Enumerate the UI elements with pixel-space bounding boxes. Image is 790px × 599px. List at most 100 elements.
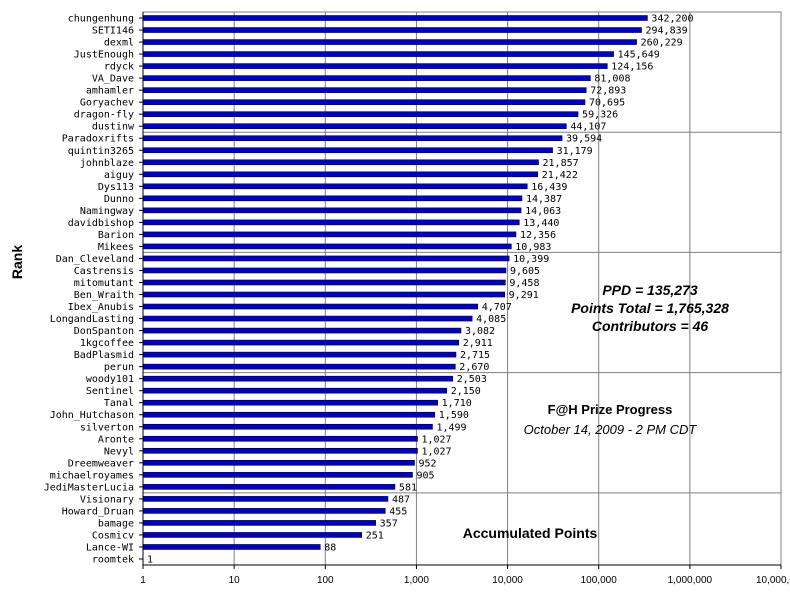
bar bbox=[142, 520, 376, 526]
value-label: 16,439 bbox=[531, 182, 567, 193]
bar bbox=[142, 411, 436, 418]
value-label: 14,387 bbox=[526, 194, 562, 205]
bar bbox=[142, 363, 456, 370]
bar bbox=[142, 351, 457, 358]
category-label: Namingway bbox=[80, 206, 134, 217]
x-axis-title: Accumulated Points bbox=[462, 525, 598, 541]
category-label: Barion bbox=[98, 230, 134, 241]
stats-annotation: PPD = 135,273 Points Total = 1,765,328 C… bbox=[545, 281, 755, 335]
value-label: 2,715 bbox=[460, 350, 490, 361]
category-label: Cosmicv bbox=[92, 530, 134, 541]
category-label: LongandLasting bbox=[50, 314, 134, 325]
contributors-text: Contributors = 46 bbox=[591, 318, 709, 334]
x-tick-label: 10 bbox=[229, 575, 241, 586]
bar bbox=[142, 219, 520, 226]
bar bbox=[142, 375, 454, 382]
value-label: 294,839 bbox=[646, 26, 688, 37]
bar bbox=[142, 279, 506, 286]
bar bbox=[142, 460, 415, 466]
category-label: johnblaze bbox=[80, 158, 134, 169]
category-label: dexml bbox=[104, 38, 134, 49]
value-label: 1,710 bbox=[442, 398, 472, 409]
category-label: Dys113 bbox=[98, 182, 134, 193]
value-label: 124,156 bbox=[611, 62, 653, 73]
bar bbox=[142, 532, 363, 538]
value-label: 342,200 bbox=[651, 14, 693, 25]
x-tick-label: 100,000 bbox=[581, 575, 618, 586]
category-label: Goryachev bbox=[80, 98, 134, 109]
bar bbox=[142, 51, 614, 57]
bar bbox=[142, 231, 517, 238]
value-label: 1,590 bbox=[439, 410, 469, 421]
category-label: Dan_Cleveland bbox=[56, 254, 134, 265]
bar bbox=[142, 27, 642, 33]
y-axis-title: Rank bbox=[9, 245, 25, 279]
value-label: 952 bbox=[418, 458, 436, 469]
bar bbox=[142, 255, 510, 262]
value-label: 12,356 bbox=[520, 230, 556, 241]
value-label: 10,399 bbox=[513, 254, 549, 265]
value-label: 260,229 bbox=[641, 38, 683, 49]
x-tick-label: 100 bbox=[317, 575, 334, 586]
value-label: 13,440 bbox=[523, 218, 559, 229]
value-label: 145,649 bbox=[618, 50, 660, 61]
category-label: VA_Dave bbox=[92, 74, 134, 85]
value-label: 905 bbox=[416, 470, 434, 481]
bar bbox=[142, 123, 567, 130]
bar bbox=[142, 99, 586, 105]
bar bbox=[142, 207, 522, 214]
category-label: aiguy bbox=[104, 170, 134, 181]
value-label: 581 bbox=[399, 482, 417, 493]
category-label: mitomutant bbox=[74, 278, 134, 289]
category-label: SETI146 bbox=[92, 26, 134, 37]
value-label: 2,911 bbox=[463, 338, 493, 349]
value-label: 2,503 bbox=[457, 374, 487, 385]
bar bbox=[142, 147, 553, 154]
x-tick-label: 1,000 bbox=[404, 575, 429, 586]
category-label: bamage bbox=[98, 518, 134, 529]
category-label: John_Hutchason bbox=[50, 410, 134, 421]
bar bbox=[142, 423, 433, 430]
bar bbox=[142, 399, 438, 406]
value-label: 2,670 bbox=[459, 362, 489, 373]
bar bbox=[142, 15, 648, 21]
bar bbox=[142, 183, 528, 190]
bar bbox=[142, 243, 512, 250]
category-label: Tanal bbox=[104, 398, 134, 409]
value-label: 44,107 bbox=[570, 122, 606, 133]
bar bbox=[142, 195, 523, 202]
value-label: 10,983 bbox=[515, 242, 551, 253]
value-label: 39,594 bbox=[566, 134, 602, 145]
category-label: Dreemweaver bbox=[68, 458, 134, 469]
value-label: 1 bbox=[147, 554, 153, 565]
category-label: Dunno bbox=[104, 194, 134, 205]
bars-layer bbox=[142, 15, 648, 550]
points-total-text: Points Total = 1,765,328 bbox=[571, 300, 729, 316]
category-label: Nevyl bbox=[104, 446, 134, 457]
category-label: JediMasterLucia bbox=[44, 482, 134, 493]
bar bbox=[142, 135, 563, 142]
category-label: rdyck bbox=[104, 62, 134, 73]
value-label: 251 bbox=[366, 530, 384, 541]
bar bbox=[142, 159, 539, 166]
bar bbox=[142, 171, 539, 178]
value-label: 14,063 bbox=[525, 206, 561, 217]
category-label: amhamler bbox=[86, 86, 134, 97]
category-label: silverton bbox=[80, 422, 134, 433]
category-label: Aronte bbox=[98, 434, 134, 445]
bar bbox=[142, 39, 637, 45]
category-label: michaelroyames bbox=[50, 470, 134, 481]
bar bbox=[142, 496, 389, 502]
progress-date: October 14, 2009 - 2 PM CDT bbox=[523, 422, 697, 437]
ppd-text: PPD = 135,273 bbox=[602, 282, 698, 298]
bar bbox=[142, 484, 396, 490]
bar bbox=[142, 387, 448, 394]
value-label: 9,605 bbox=[510, 266, 540, 277]
value-label: 88 bbox=[324, 542, 336, 553]
category-label: 1kgcoffee bbox=[80, 338, 134, 349]
category-label: Mikees bbox=[98, 242, 134, 253]
category-label: davidbishop bbox=[68, 218, 134, 229]
labels-layer: chungenhung 342,200 SETI146 294,839 dexml 260… bbox=[44, 14, 694, 566]
